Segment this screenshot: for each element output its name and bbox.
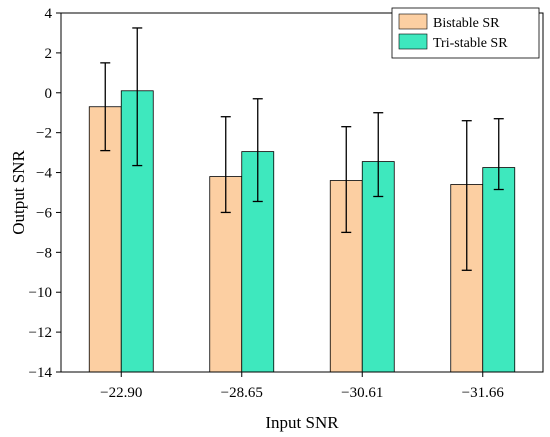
y-tick-label: 4 <box>45 6 53 22</box>
y-tick-label: −2 <box>36 126 52 142</box>
bar-tristable <box>482 167 516 373</box>
y-tick-label: 2 <box>45 46 53 62</box>
errorbars-layer <box>100 27 504 271</box>
x-axis: −22.90 −28.65 −30.61 −31.66 <box>100 372 504 401</box>
bars-layer <box>88 90 516 373</box>
legend: Bistable SR Tri-stable SR <box>391 7 540 59</box>
x-tick-label: −30.61 <box>341 385 383 401</box>
y-axis: 4 2 0 −2 −4 −6 −8 −10 −12 −14 <box>29 6 61 381</box>
y-tick-label: −8 <box>36 245 52 261</box>
y-tick-label: −10 <box>29 285 52 301</box>
y-tick-label: −6 <box>36 205 52 221</box>
x-tick-label: −31.66 <box>462 385 505 401</box>
x-tick-label: −28.65 <box>221 385 263 401</box>
y-tick-label: −14 <box>29 365 53 381</box>
y-axis-label: Output SNR <box>9 150 28 235</box>
y-tick-label: 0 <box>45 86 53 102</box>
x-tick-label: −22.90 <box>100 385 142 401</box>
y-tick-label: −4 <box>36 166 52 182</box>
x-axis-label: Input SNR <box>265 413 339 432</box>
legend-swatch <box>398 13 428 30</box>
legend-swatch <box>398 33 428 50</box>
legend-label: Tri-stable SR <box>433 36 508 51</box>
y-tick-label: −12 <box>29 325 52 341</box>
legend-label: Bistable SR <box>433 16 500 31</box>
plot-area-frame <box>60 12 544 373</box>
